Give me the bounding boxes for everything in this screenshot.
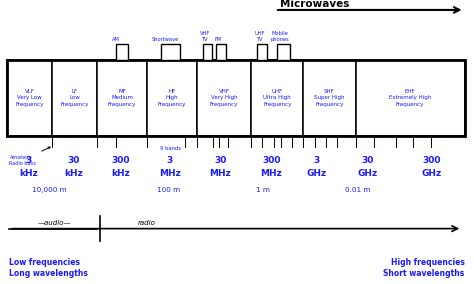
Text: AM: AM [112, 37, 120, 42]
Text: High frequencies
Short wavelengths: High frequencies Short wavelengths [383, 258, 465, 278]
Bar [7, 60, 52, 136]
Text: VHF
Very High
Frequency: VHF Very High Frequency [210, 89, 238, 107]
Text: 30: 30 [361, 156, 374, 165]
Text: LF
Low
Frequency: LF Low Frequency [61, 89, 89, 107]
Text: GHz: GHz [421, 168, 441, 178]
Bar [7, 60, 465, 136]
Text: FM: FM [214, 37, 222, 42]
Bar [203, 44, 212, 60]
Text: Amateur
Radio bans: Amateur Radio bans [9, 147, 50, 166]
Text: MF
Medium
Frequency: MF Medium Frequency [108, 89, 136, 107]
Text: Low frequencies
Long wavelengths: Low frequencies Long wavelengths [9, 258, 88, 278]
Text: 0.01 m: 0.01 m [345, 187, 371, 193]
Bar [277, 44, 290, 60]
Text: 30: 30 [214, 156, 227, 165]
Bar [251, 60, 303, 136]
Text: Mobile
phones: Mobile phones [270, 31, 289, 42]
Text: 300: 300 [422, 156, 441, 165]
Text: GHz: GHz [357, 168, 377, 178]
Text: HF
High
Frequency: HF High Frequency [158, 89, 186, 107]
Bar [356, 60, 465, 136]
Text: VLF
Very Low
Frequency: VLF Very Low Frequency [16, 89, 44, 107]
Text: SHF
Super High
Frequency: SHF Super High Frequency [314, 89, 345, 107]
Text: MHz: MHz [159, 168, 181, 178]
Text: MHz: MHz [210, 168, 231, 178]
Text: 100 m: 100 m [157, 187, 180, 193]
Text: 1 m: 1 m [256, 187, 270, 193]
Text: kHz: kHz [64, 168, 83, 178]
Text: 300: 300 [111, 156, 130, 165]
Text: radio: radio [137, 220, 155, 226]
Text: —audio—: —audio— [38, 220, 71, 226]
Text: 10,000 m: 10,000 m [32, 187, 67, 193]
Bar [116, 44, 128, 60]
Bar [52, 60, 97, 136]
Text: UHF
TV: UHF TV [255, 31, 265, 42]
Text: Shortwave: Shortwave [151, 37, 179, 42]
Bar [216, 44, 226, 60]
Bar [197, 60, 251, 136]
Bar [97, 60, 147, 136]
Text: 9 bands: 9 bands [160, 146, 181, 151]
Text: VHF
TV: VHF TV [200, 31, 210, 42]
Bar [257, 44, 267, 60]
Text: kHz: kHz [111, 168, 130, 178]
Text: Microwaves: Microwaves [280, 0, 349, 9]
Text: 3: 3 [25, 156, 32, 165]
Bar [161, 44, 180, 60]
Text: 300: 300 [262, 156, 281, 165]
Text: EHF
Extremely High
Frequency: EHF Extremely High Frequency [389, 89, 431, 107]
Text: GHz: GHz [307, 168, 327, 178]
Text: 30: 30 [67, 156, 80, 165]
Text: UHF
Ultra High
Frequency: UHF Ultra High Frequency [263, 89, 292, 107]
Text: 3: 3 [313, 156, 320, 165]
Text: MHz: MHz [260, 168, 282, 178]
Text: kHz: kHz [19, 168, 38, 178]
Bar [147, 60, 197, 136]
Text: 3: 3 [166, 156, 173, 165]
Bar [303, 60, 356, 136]
